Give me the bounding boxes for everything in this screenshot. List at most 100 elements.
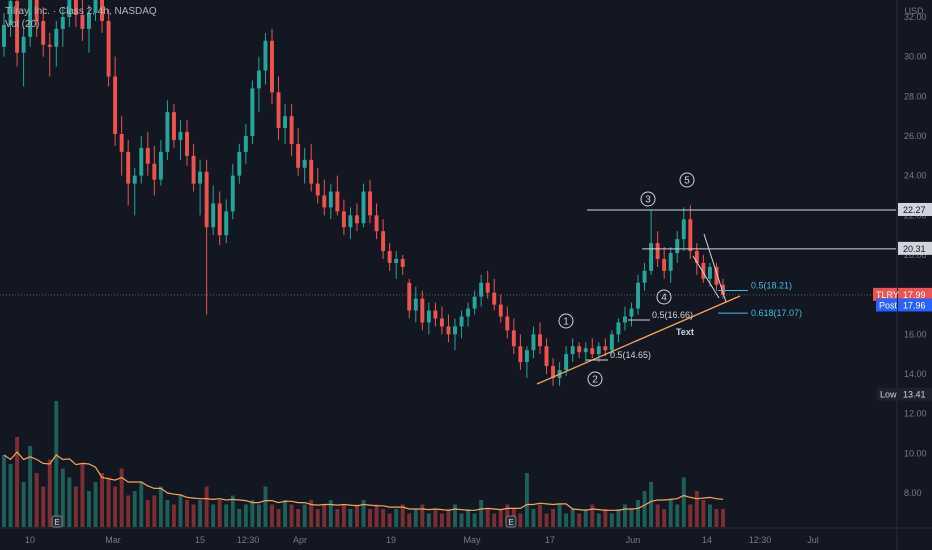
volume-bar — [675, 504, 680, 527]
time-tick-label: 12:30 — [237, 535, 260, 545]
text-annotation[interactable]: Text — [676, 327, 694, 337]
wave-label-circle[interactable] — [656, 289, 672, 305]
earnings-marker[interactable] — [505, 515, 517, 528]
volume-bar — [453, 504, 457, 527]
volume-bar — [681, 477, 686, 527]
wedge-line-lower[interactable] — [692, 255, 720, 299]
candle-body — [34, 0, 39, 21]
volume-bar — [655, 504, 660, 527]
time-tick-label: 10 — [25, 535, 35, 545]
candle-body — [15, 1, 20, 53]
wave-label[interactable]: 3 — [645, 195, 651, 206]
volume-bar — [217, 500, 222, 527]
price-tag-22-27-bg — [898, 202, 932, 216]
candle-body — [217, 203, 222, 236]
candle-body — [505, 316, 510, 331]
volume-bar — [250, 500, 255, 527]
wave-label-circle[interactable] — [558, 313, 574, 329]
price-tick-label: 12.00 — [904, 409, 927, 419]
candle-body — [335, 191, 340, 212]
candle-body — [453, 326, 457, 335]
time-tick-label: Mar — [105, 535, 121, 545]
volume-bar — [28, 446, 33, 527]
volume-indicator-label[interactable]: Vol (20) — [5, 19, 40, 30]
earnings-marker-label[interactable]: E — [54, 518, 59, 527]
time-tick-label: 17 — [545, 535, 555, 545]
candle-body — [54, 28, 59, 47]
candle-body — [629, 308, 634, 317]
volume-bar — [544, 513, 549, 527]
wave-label-circle[interactable] — [587, 371, 603, 387]
volume-bar — [355, 504, 359, 527]
volume-bar — [413, 509, 418, 527]
earnings-marker[interactable] — [51, 515, 63, 528]
volume-bar — [472, 513, 477, 527]
volume-bar — [204, 486, 209, 527]
volume-bar — [276, 509, 281, 527]
volume-bar — [230, 495, 235, 527]
candle-body — [283, 116, 288, 129]
candle-body — [296, 143, 301, 168]
candle-body — [171, 112, 176, 140]
candle-body — [413, 298, 418, 311]
wave-label-circle[interactable] — [679, 172, 695, 188]
volume-bar — [8, 464, 13, 527]
candle-body — [609, 334, 614, 351]
symbol-line[interactable]: Tilray, Inc. · Class 2, 4h, NASDAQ — [5, 6, 157, 17]
candle-body — [158, 151, 163, 180]
wave-label[interactable]: 5 — [684, 176, 690, 187]
volume-bar — [688, 504, 693, 527]
volume-bar — [374, 504, 379, 527]
candle-body — [80, 15, 85, 29]
candle-body — [524, 350, 529, 363]
candle-body — [87, 13, 91, 29]
volume-bar — [485, 509, 490, 527]
candle-body — [139, 147, 144, 176]
candle-body — [276, 92, 281, 129]
volume-bar — [47, 459, 52, 527]
volume-bar — [694, 491, 699, 527]
earnings-marker-label[interactable]: E — [508, 518, 513, 527]
trendline[interactable] — [536, 295, 741, 385]
volume-bar — [668, 500, 673, 527]
candle-body — [485, 282, 490, 293]
volume-bar — [302, 504, 307, 527]
candle-body — [237, 151, 242, 176]
candle-body — [472, 296, 477, 309]
candle-body — [211, 203, 216, 228]
volume-bar — [185, 500, 189, 527]
fib-label-14-65: 0.5(14.65) — [610, 350, 651, 360]
candle-body — [479, 282, 484, 297]
volume-bar — [198, 500, 203, 527]
wave-label[interactable]: 2 — [592, 375, 598, 386]
price-tag-post: 17.96 — [903, 300, 926, 310]
candle-body — [701, 262, 706, 279]
volume-bar — [622, 504, 627, 527]
volume-bar — [145, 500, 150, 527]
candle-body — [328, 191, 333, 208]
candle-body — [590, 348, 595, 355]
volume-bar — [531, 509, 536, 527]
candle-body — [119, 134, 124, 152]
candle-body — [636, 282, 640, 309]
wave-label[interactable]: 4 — [661, 293, 667, 304]
candle-body — [407, 282, 412, 311]
volume-bar — [100, 473, 105, 527]
chart-legend: Tilray, Inc. · Class 2, 4h, NASDAQ Vol (… — [5, 5, 157, 31]
candle-body — [721, 284, 725, 295]
volume-bar — [603, 509, 608, 527]
volume-bar — [596, 513, 601, 527]
candle-body — [707, 266, 712, 279]
volume-bar — [492, 513, 497, 527]
candle-body — [250, 88, 255, 136]
wave-label-circle[interactable] — [640, 191, 656, 207]
candle-body — [355, 215, 359, 224]
candle-body — [466, 308, 471, 317]
candle-body — [132, 175, 137, 184]
wave-label[interactable]: 1 — [563, 317, 569, 328]
volume-bar — [113, 486, 118, 527]
price-tag-20-31-bg — [898, 241, 932, 255]
price-tag-20-31: 20.31 — [903, 244, 926, 254]
